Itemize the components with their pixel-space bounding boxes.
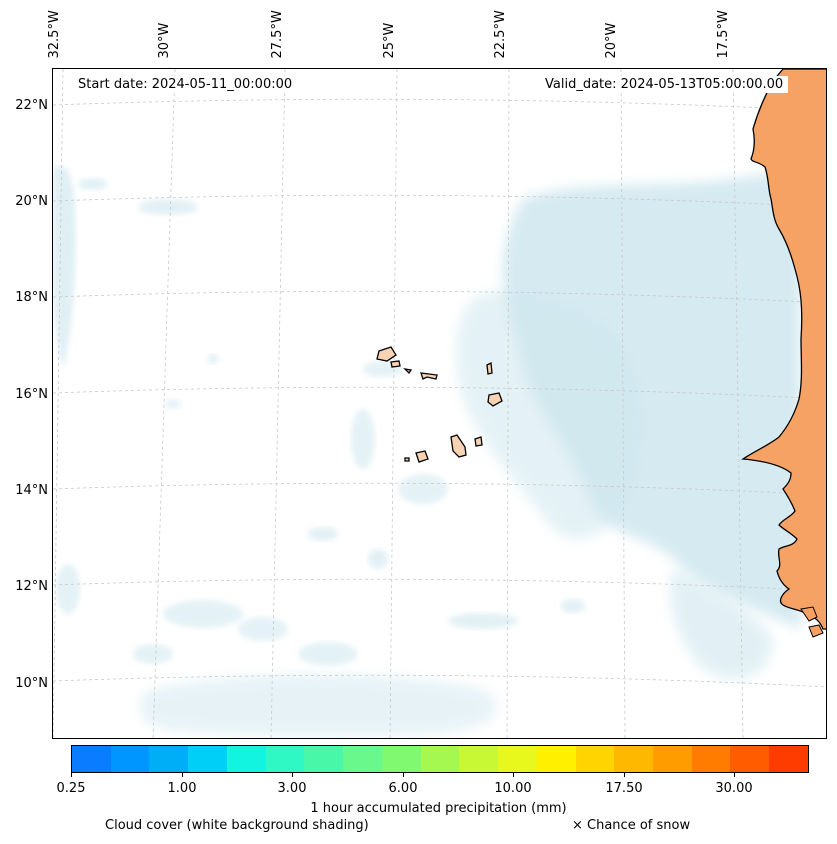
colorbar-swatch bbox=[420, 746, 460, 772]
longitude-label: 22.5°W bbox=[493, 10, 508, 59]
colorbar-swatch bbox=[575, 746, 615, 772]
latitude-label: 16°N bbox=[15, 387, 48, 402]
longitude-label: 30°W bbox=[157, 22, 172, 59]
colorbar-tick-label: 30.00 bbox=[715, 781, 753, 796]
latitude-label: 22°N bbox=[15, 98, 48, 113]
meridian-line bbox=[53, 69, 64, 738]
longitude-label: 20°W bbox=[604, 22, 619, 59]
island-santa-luzia bbox=[403, 368, 413, 375]
longitude-label: 27.5°W bbox=[270, 10, 285, 59]
colorbar-swatch bbox=[304, 746, 344, 772]
latitude-label: 14°N bbox=[15, 483, 48, 498]
latitude-label: 12°N bbox=[15, 579, 48, 594]
colorbar-tick-label: 0.25 bbox=[56, 781, 86, 796]
cloud-cover-note: Cloud cover (white background shading) bbox=[105, 818, 369, 833]
colorbar-tick-label: 3.00 bbox=[277, 781, 307, 796]
colorbar-tick bbox=[71, 773, 72, 777]
colorbar-tick bbox=[403, 773, 404, 777]
latitude-label: 18°N bbox=[15, 290, 48, 305]
colorbar-tick-label: 1.00 bbox=[167, 781, 197, 796]
island-sao-nicolau bbox=[420, 372, 438, 380]
colorbar-tick bbox=[292, 773, 293, 777]
meridian-line bbox=[389, 69, 398, 738]
map-canvas bbox=[53, 69, 826, 738]
colorbar-swatch bbox=[110, 746, 150, 772]
parallel-line bbox=[53, 194, 826, 208]
latitude-label: 20°N bbox=[15, 194, 48, 209]
colorbar-swatch bbox=[265, 746, 305, 772]
island-fogo bbox=[415, 450, 429, 463]
graticule-lines bbox=[53, 69, 826, 738]
colorbar-swatch bbox=[614, 746, 654, 772]
colorbar-tick bbox=[734, 773, 735, 777]
colorbar-tick-label: 6.00 bbox=[388, 781, 418, 796]
colorbar-tick bbox=[513, 773, 514, 777]
meridian-line bbox=[270, 69, 286, 738]
snow-note: × Chance of snow bbox=[572, 818, 691, 833]
meridian-line bbox=[732, 69, 744, 738]
colorbar-swatch bbox=[226, 746, 266, 772]
map-panel[interactable] bbox=[52, 68, 827, 739]
west-africa-coast bbox=[741, 69, 826, 630]
colorbar-swatch bbox=[653, 746, 692, 772]
parallel-line bbox=[53, 674, 826, 688]
colorbar-tick bbox=[624, 773, 625, 777]
colorbar-swatch bbox=[691, 746, 731, 772]
coastal-island bbox=[800, 606, 818, 622]
island-sal bbox=[486, 361, 493, 375]
cloud-cover-shading bbox=[53, 165, 801, 736]
latitude-label: 10°N bbox=[15, 676, 48, 691]
cabo-verde-islands bbox=[376, 346, 503, 463]
colorbar-tick bbox=[182, 773, 183, 777]
longitude-label: 25°W bbox=[382, 22, 397, 59]
parallel-line bbox=[53, 578, 826, 592]
island-brava bbox=[404, 457, 410, 462]
colorbar-swatch bbox=[149, 746, 189, 772]
parallel-line bbox=[53, 98, 826, 112]
island-santiago bbox=[450, 434, 467, 458]
parallel-line bbox=[53, 290, 826, 304]
colorbar-title: 1 hour accumulated precipitation (mm) bbox=[310, 801, 567, 816]
colorbar-swatch bbox=[459, 746, 499, 772]
colorbar-swatch bbox=[498, 746, 537, 772]
longitude-label: 32.5°W bbox=[47, 10, 62, 59]
colorbar-swatch bbox=[381, 746, 421, 772]
island-maio bbox=[474, 436, 483, 447]
start-date-label: Start date: 2024-05-11_00:00:00 bbox=[73, 76, 298, 93]
island-santo-antao bbox=[376, 346, 397, 362]
parallel-line bbox=[53, 482, 826, 496]
colorbar-tick-label: 17.50 bbox=[605, 781, 643, 796]
meridian-line bbox=[506, 69, 510, 738]
coastal-island bbox=[808, 624, 824, 638]
colorbar-swatch bbox=[769, 746, 808, 772]
colorbar-tick-label: 10.00 bbox=[494, 781, 532, 796]
colorbar-swatch bbox=[536, 746, 576, 772]
precipitation-colorbar bbox=[71, 745, 809, 773]
longitude-label: 17.5°W bbox=[716, 10, 731, 59]
island-boa-vista bbox=[487, 392, 503, 407]
meridian-line bbox=[620, 69, 626, 738]
colorbar-swatch bbox=[730, 746, 770, 772]
colorbar-swatch bbox=[343, 746, 382, 772]
island-sao-vicente bbox=[390, 360, 401, 368]
valid-date-label: Valid_date: 2024-05-13T05:00:00.00 bbox=[540, 76, 789, 93]
colorbar-swatch bbox=[188, 746, 227, 772]
parallel-line bbox=[53, 386, 826, 400]
colorbar-swatch bbox=[72, 746, 111, 772]
meridian-line bbox=[152, 69, 176, 738]
